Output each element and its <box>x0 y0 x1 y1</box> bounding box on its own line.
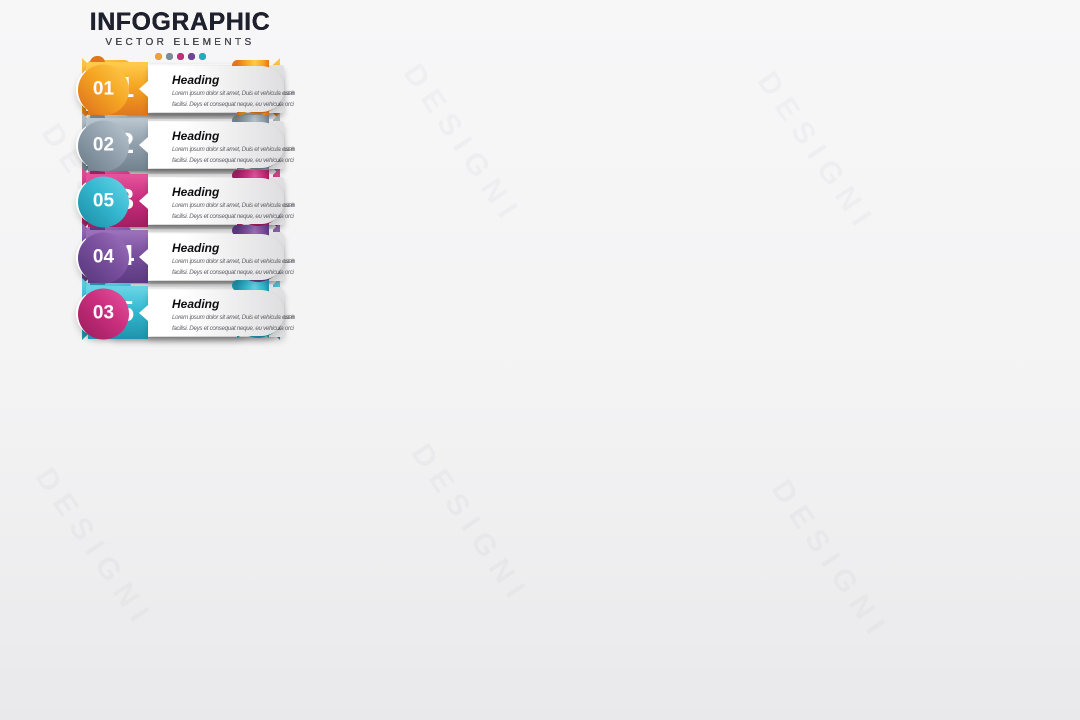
ribbon-curl <box>232 170 240 181</box>
number-circle: 05 <box>78 176 129 227</box>
body-line: facilisi. Deys et consequat neque, eu ve… <box>172 156 294 164</box>
panel-title: INFOGRAPHIC <box>89 8 271 36</box>
body-line: facilisi. Deys et consequat neque, eu ve… <box>172 212 294 220</box>
item-text: Heading Lorem ipsum dolor sit amet, Duis… <box>172 185 294 223</box>
step-number: 02 <box>92 134 115 156</box>
number-circle: 04 <box>78 232 129 283</box>
panel-subtitle: VECTOR ELEMENTS <box>105 37 255 49</box>
step-number: 04 <box>92 246 115 268</box>
item-body: Lorem ipsum dolor sit amet, Duis et vehi… <box>172 201 294 223</box>
item-card: Heading Lorem ipsum dolor sit amet, Duis… <box>139 234 294 280</box>
palette-dot <box>154 53 162 61</box>
panel-subtitle: VECTOR ELEMENTS <box>105 37 255 49</box>
item-heading: Heading <box>172 297 220 311</box>
item-body: Lorem ipsum dolor sit amet, Duis et vehi… <box>172 145 294 167</box>
watermark-text: DESIGNI <box>750 66 883 239</box>
step-number: 03 <box>92 302 115 324</box>
step-number: 01 <box>92 78 115 100</box>
item-text: Heading Lorem ipsum dolor sit amet, Duis… <box>172 297 294 335</box>
body-line: facilisi. Deys et consequat neque, eu ve… <box>172 100 294 108</box>
body-line: facilisi. Deys et consequat neque, eu ve… <box>172 324 294 332</box>
watermark-text: DESIGNI <box>396 58 529 231</box>
body-line: facilisi. Deys et consequat neque, eu ve… <box>172 268 294 276</box>
body-line: Lorem ipsum dolor sit amet, Duis et vehi… <box>172 258 294 265</box>
item-card: Heading Lorem ipsum dolor sit amet, Duis… <box>139 122 294 168</box>
body-line: Lorem ipsum dolor sit amet, Duis et vehi… <box>172 202 294 209</box>
watermark-text: DESIGNI <box>764 474 897 647</box>
palette-dots <box>0 53 360 61</box>
ribbon-curl <box>232 280 240 291</box>
ribbon-curl <box>232 60 240 71</box>
body-line: Lorem ipsum dolor sit amet, Duis et vehi… <box>172 90 294 97</box>
item-card: Heading Lorem ipsum dolor sit amet, Duis… <box>139 66 294 112</box>
panel-title: INFOGRAPHIC <box>89 8 271 36</box>
item-heading: Heading <box>172 129 220 143</box>
panel-title: INFOGRAPHIC <box>89 8 271 36</box>
item-text: Heading Lorem ipsum dolor sit amet, Duis… <box>172 241 294 279</box>
item-heading: Heading <box>172 241 220 255</box>
item-body: Lorem ipsum dolor sit amet, Duis et vehi… <box>172 89 294 111</box>
panel-title: INFOGRAPHIC <box>89 8 271 36</box>
panel-subtitle: VECTOR ELEMENTS <box>105 37 255 49</box>
item-card: Heading Lorem ipsum dolor sit amet, Duis… <box>139 178 294 224</box>
ribbon-curl <box>232 225 240 236</box>
number-circle: 01 <box>78 64 129 115</box>
palette-dot <box>176 53 184 61</box>
watermark-text: DESIGNI <box>28 462 161 635</box>
item-heading: Heading <box>172 185 220 199</box>
body-line: Lorem ipsum dolor sit amet, Duis et vehi… <box>172 146 294 153</box>
item-heading: Heading <box>172 73 220 87</box>
number-circle: 02 <box>78 120 129 171</box>
panel-title: INFOGRAPHIC <box>89 8 271 36</box>
item-body: Lorem ipsum dolor sit amet, Duis et vehi… <box>172 257 294 279</box>
item-text: Heading Lorem ipsum dolor sit amet, Duis… <box>172 129 294 167</box>
number-circle: 03 <box>78 288 129 339</box>
panel-subtitle: VECTOR ELEMENTS <box>105 37 255 49</box>
item-card: Heading Lorem ipsum dolor sit amet, Duis… <box>139 290 294 336</box>
item-body: Lorem ipsum dolor sit amet, Duis et vehi… <box>172 313 294 335</box>
body-line: Lorem ipsum dolor sit amet, Duis et vehi… <box>172 314 294 321</box>
item-text: Heading Lorem ipsum dolor sit amet, Duis… <box>172 73 294 111</box>
watermark-text: DESIGNI <box>404 438 537 611</box>
step-number: 05 <box>92 190 115 212</box>
panel-header: INFOGRAPHIC VECTOR ELEMENTS <box>0 8 360 61</box>
ribbon-curl <box>232 115 240 126</box>
palette-dot <box>187 53 195 61</box>
palette-dot <box>165 53 173 61</box>
panel-subtitle: VECTOR ELEMENTS <box>105 37 255 49</box>
panel-subtitle: VECTOR ELEMENTS <box>105 37 255 49</box>
palette-dot <box>198 53 206 61</box>
panel-title: INFOGRAPHIC <box>89 8 271 36</box>
panel-header: INFOGRAPHIC VECTOR ELEMENTS <box>0 8 360 61</box>
